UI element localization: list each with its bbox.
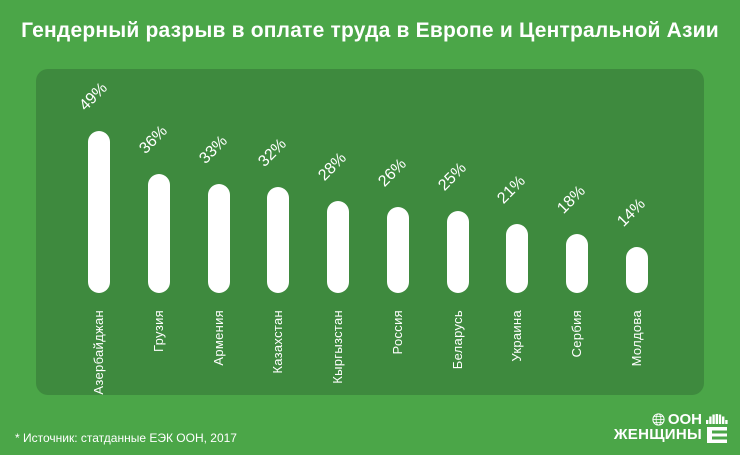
chart-bar [207,184,230,293]
category-label: Азербайджан [91,310,106,395]
logo-line1-label: ООН [667,410,702,428]
page-title: Гендерный разрыв в оплате труда в Европе… [21,19,719,42]
chart-bar [446,210,469,293]
chart-bar [88,131,110,293]
chart-bar [267,187,290,293]
category-label: Армения [210,310,226,366]
category-label: Украина [509,310,525,362]
category-label: Молдова [628,310,644,367]
bar-value-label: 36% [136,122,171,158]
un-women-logo-text: ООН ЖЕНЩИНЫ [614,412,702,443]
logo-line-oon: ООН [614,412,702,427]
bar-value-label: 14% [614,195,649,231]
category-label: Казахстан [270,310,286,374]
chart-bar [147,174,170,293]
un-women-logo: ООН ЖЕНЩИНЫ [614,411,728,443]
category-label: Грузия [150,310,166,352]
un-women-mark-icon [706,414,728,443]
bar-value-label: 25% [434,159,470,194]
bar-value-label: 33% [195,132,231,168]
bar-value-label: 26% [375,155,410,191]
category-label: Россия [389,310,405,355]
bar-value-label: 18% [554,182,590,217]
chart-panel: 49% Азербайджан 36% Грузия 33% Армения 32% Каза… [36,69,704,395]
bar-value-label: 49% [76,79,111,115]
chart-bar [327,200,350,293]
chart-bar [566,233,589,293]
category-label: Беларусь [449,310,465,370]
bar-value-label: 21% [494,172,530,207]
chart-bar [506,223,529,293]
chart-bar [625,246,648,293]
bar-value-label: 32% [255,136,291,171]
logo-line2-label: ЖЕНЩИНЫ [613,425,702,443]
category-label: Сербия [569,310,585,358]
chart-bar [386,207,409,293]
un-globe-icon [652,412,665,426]
bar-value-label: 28% [315,149,351,184]
source-note: * Источник: статданные ЕЭК ООН, 2017 [15,431,237,445]
category-label: Кыргызстан [330,310,346,384]
